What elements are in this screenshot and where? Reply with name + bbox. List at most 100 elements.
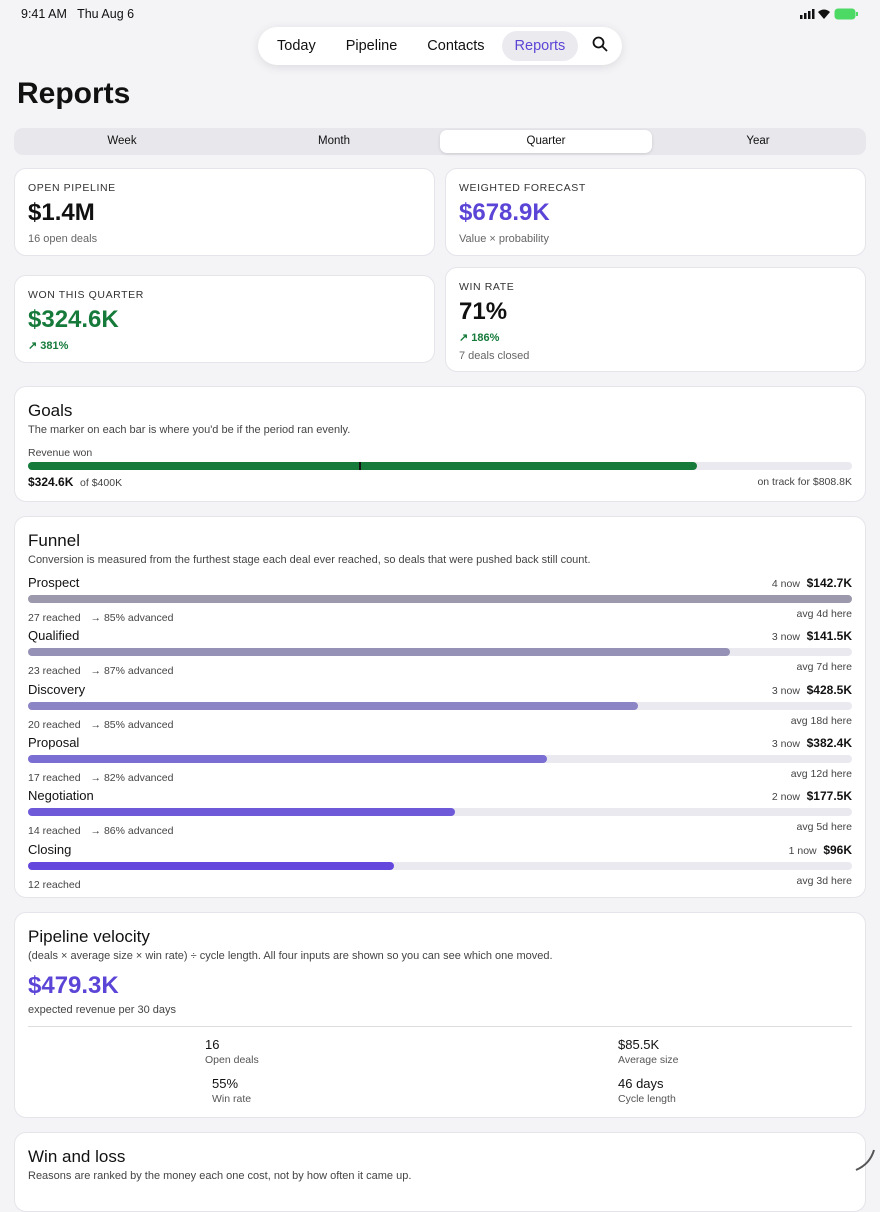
stage-now: 1 now [788,844,817,857]
nav-item[interactable]: Contacts [427,38,485,54]
divider [28,1026,852,1027]
stage-avg: avg 12d here [790,767,852,780]
stage-stats: 17 reached → 82% advanced [28,768,173,786]
spinner [855,1149,875,1171]
input-value: 55% [212,1076,239,1091]
stage-right: 1 now $96K [789,843,852,857]
nav-item[interactable]: Pipeline [345,38,398,54]
stage-stats: 20 reached → 85% advanced [28,715,173,733]
stage-track [28,595,852,603]
status-time: 9:41 AM [21,7,67,21]
status-bar: 9:41 AM Thu Aug 6 [21,7,134,21]
nav-item[interactable]: Reports [501,31,579,61]
stage-name: Closing [28,841,72,857]
stage-reached: 20 reached [28,718,81,731]
search-button[interactable] [582,32,618,61]
stage-bar [28,701,639,710]
stat-change: ↗ 186% [459,332,500,344]
stage-reached: 27 reached [28,612,81,624]
stage-stats: 23 reached → 87% advanced [28,661,173,679]
stat-card: WIN RATE 71% ↗ 186% 7 deals closed [445,267,866,372]
stat-value: $1.4M [28,199,95,226]
velocity-input: 46 days Cycle length [618,1076,676,1105]
stage-advanced: → 82% advanced [90,771,174,784]
stat-label: OPEN PIPELINE [28,182,116,194]
goal-metric: Revenue won [28,447,93,459]
stat-card: WEIGHTED FORECAST $678.9K Value × probabil… [445,168,866,256]
stage-reached: 23 reached [28,665,81,678]
stage-advanced: → 85% advanced [90,718,174,731]
stat-sub: Value × probability [459,233,549,245]
stage-name: Proposal [28,734,80,750]
goal-marker [358,462,361,470]
stage-avg: avg 7d here [796,661,852,674]
stat-sub: 16 open deals [28,233,98,245]
velocity-input: 16 Open deals [205,1037,259,1066]
input-label: Cycle length [618,1093,676,1105]
winloss-card: Win and loss Reasons are ranked by the m… [14,1132,866,1212]
goal-track [28,462,852,470]
status-icons [800,8,858,20]
stage-right: 3 now $141.5K [772,629,852,643]
stage-right: 2 now $177.5K [772,789,852,803]
input-value: 16 [205,1037,220,1052]
stage-track [28,648,852,657]
stage-stats: 12 reached [28,875,81,893]
stage-bar [28,648,730,657]
velocity-caption: expected revenue per 30 days [28,1004,176,1016]
velocity-value: $479.3K [28,972,119,999]
velocity-input: 55% Win rate [212,1076,251,1105]
page-title: Reports [17,77,131,110]
stage-right: 3 now $428.5K [772,683,852,697]
funnel-card: Funnel Conversion is measured from the f… [14,516,866,898]
goals-card: Goals The marker on each bar is where yo… [14,386,866,502]
input-label: Win rate [212,1093,252,1105]
stage-name: Discovery [28,681,86,697]
winloss-subtitle: Reasons are ranked by the money each one… [28,1170,412,1182]
nav-item[interactable]: Today [277,38,316,54]
funnel-subtitle: Conversion is measured from the furthest… [28,554,591,566]
stage-stats: 14 reached → 86% advanced [28,821,173,839]
stage-bar [28,861,395,870]
stage-avg: avg 3d here [796,874,852,887]
status-date: Thu Aug 6 [77,7,135,21]
stat-label: WEIGHTED FORECAST [459,182,586,194]
period-option[interactable]: Year [746,135,770,147]
stage-bar [28,808,456,817]
period-control: Week Month Quarter Year [14,128,866,155]
period-option[interactable]: Quarter [440,130,652,153]
stage-track [28,754,852,763]
page: 9:41 AM Thu Aug 6 Today Pipeline Contacts R… [14,7,875,1212]
stage-right: 3 now $382.4K [772,736,852,750]
input-value: $85.5K [618,1037,660,1052]
stat-label: WON THIS QUARTER [28,289,144,301]
stage-reached: 17 reached [28,771,81,784]
period-option[interactable]: Week [107,135,137,147]
stage-track [28,701,852,710]
stage-stats: 27 reached → 85% advanced [28,608,173,626]
stage-bar [28,754,547,763]
velocity-subtitle: (deals × average size × win rate) ÷ cycl… [28,950,553,962]
stage-avg: avg 18d here [790,714,852,727]
stage-now: 3 now [771,684,800,697]
stat-value: $324.6K [28,306,119,333]
stat-card: OPEN PIPELINE $1.4M 16 open deals [14,168,435,256]
nav-bar: Today Pipeline Contacts Reports [258,27,622,65]
goals-subtitle: The marker on each bar is where you'd be… [28,424,351,436]
goal-forecast: on track for $808.8K [757,476,852,488]
stat-change: ↗ 381% [28,340,69,352]
velocity-title: Pipeline velocity [28,927,150,946]
stage-reached: 14 reached [28,825,81,838]
stage-amount: $177.5K [806,789,852,804]
stage-name: Negotiation [28,788,94,804]
goal-target: of $400K [80,477,123,489]
stage-name: Qualified [28,628,80,644]
stage-advanced: → 85% advanced [90,612,174,624]
stat-card: WON THIS QUARTER $324.6K ↗ 381% [14,275,435,363]
velocity-input: $85.5K Average size [618,1037,679,1066]
period-option[interactable]: Month [318,135,350,147]
input-value: 46 days [618,1076,664,1091]
stage-now: 2 now [771,791,800,804]
stage-now: 4 now [771,578,800,590]
stage-track [28,808,852,817]
